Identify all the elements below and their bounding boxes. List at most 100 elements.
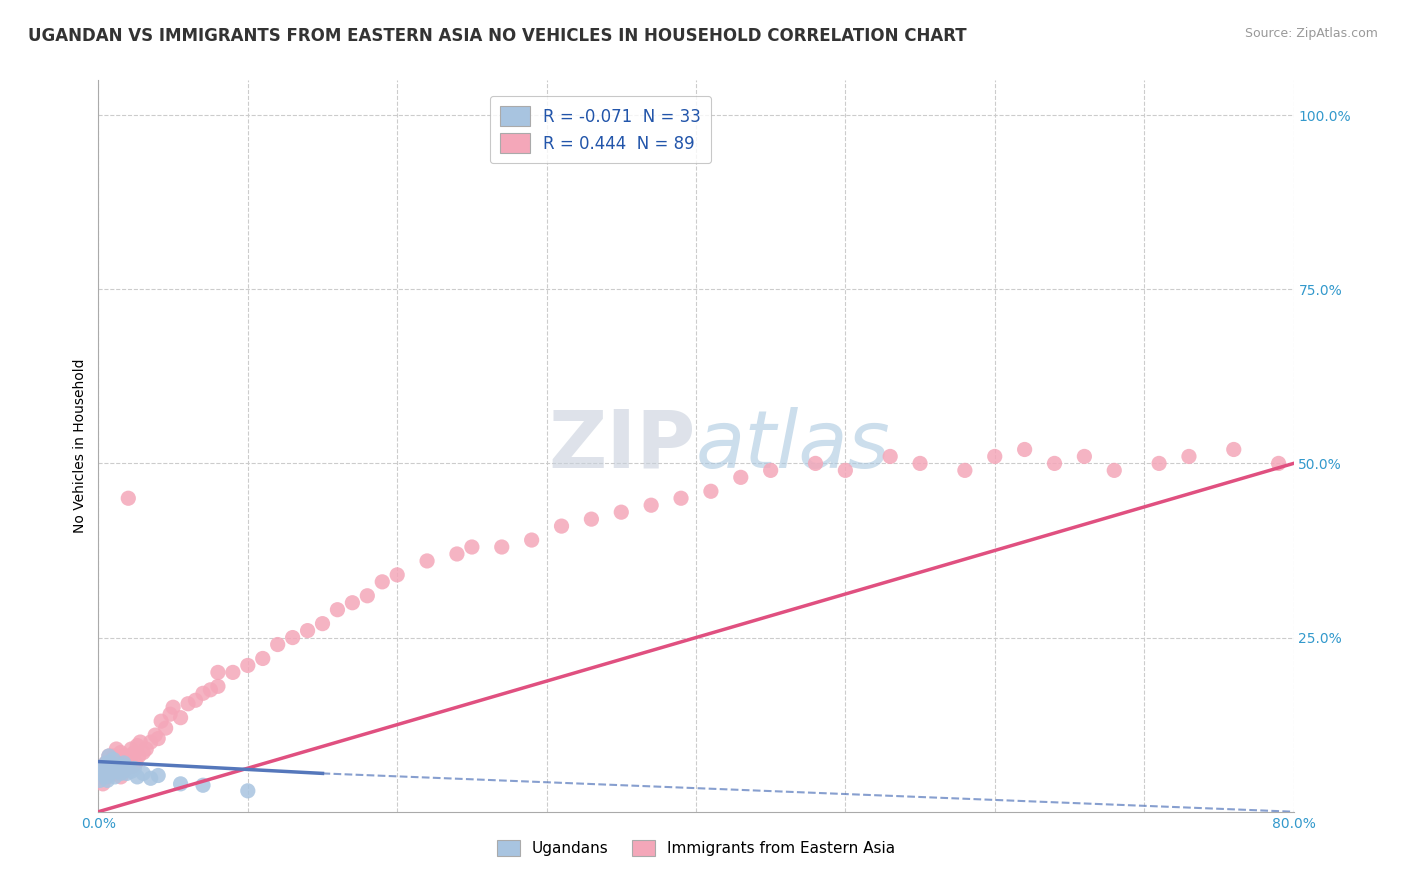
Point: [114, 763, 136, 777]
Point: [128, 749, 150, 764]
Point: [150, 714, 173, 728]
Point: [908, 457, 931, 471]
Point: [143, 728, 166, 742]
Point: [834, 463, 856, 477]
Point: [416, 554, 439, 568]
Point: [96, 770, 118, 784]
Point: [105, 756, 128, 770]
Point: [200, 682, 222, 697]
Point: [669, 491, 692, 506]
Point: [700, 484, 723, 499]
Point: [155, 721, 177, 735]
Point: [132, 766, 155, 780]
Point: [104, 770, 127, 784]
Point: [1178, 450, 1201, 464]
Point: [96, 773, 118, 788]
Point: [191, 686, 214, 700]
Point: [117, 749, 139, 764]
Point: [1014, 442, 1036, 457]
Point: [115, 756, 138, 770]
Point: [342, 596, 364, 610]
Point: [1073, 450, 1095, 464]
Point: [101, 763, 124, 777]
Point: [111, 759, 134, 773]
Point: [107, 763, 129, 777]
Point: [132, 746, 155, 760]
Point: [98, 766, 122, 780]
Point: [115, 766, 138, 780]
Point: [97, 763, 120, 777]
Point: [139, 772, 162, 786]
Point: [127, 770, 149, 784]
Point: [98, 756, 122, 770]
Point: [984, 450, 1007, 464]
Point: [112, 749, 135, 764]
Point: [162, 700, 184, 714]
Point: [120, 742, 142, 756]
Point: [177, 697, 200, 711]
Point: [104, 766, 127, 780]
Point: [191, 778, 214, 792]
Point: [114, 759, 136, 773]
Point: [953, 463, 976, 477]
Point: [879, 450, 901, 464]
Point: [640, 498, 662, 512]
Point: [117, 763, 139, 777]
Point: [121, 759, 143, 773]
Point: [491, 540, 513, 554]
Point: [98, 766, 122, 780]
Point: [385, 567, 409, 582]
Point: [169, 777, 191, 791]
Point: [129, 735, 152, 749]
Point: [105, 742, 128, 756]
Point: [207, 665, 229, 680]
Point: [97, 749, 120, 764]
Point: [139, 735, 162, 749]
Point: [101, 759, 124, 773]
Point: [148, 731, 170, 746]
Point: [103, 752, 125, 766]
Point: [759, 463, 782, 477]
Point: [120, 764, 142, 779]
Point: [1267, 457, 1289, 471]
Point: [222, 665, 245, 680]
Legend: Ugandans, Immigrants from Eastern Asia: Ugandans, Immigrants from Eastern Asia: [491, 834, 901, 863]
Point: [94, 756, 117, 770]
Point: [111, 763, 134, 777]
Point: [108, 752, 131, 766]
Point: [97, 759, 120, 773]
Point: [90, 770, 112, 784]
Text: Source: ZipAtlas.com: Source: ZipAtlas.com: [1244, 27, 1378, 40]
Point: [127, 739, 149, 753]
Point: [371, 574, 394, 589]
Point: [89, 773, 111, 788]
Point: [124, 746, 146, 760]
Point: [610, 505, 633, 519]
Point: [91, 777, 114, 791]
Point: [236, 658, 259, 673]
Point: [112, 756, 135, 770]
Y-axis label: No Vehicles in Household: No Vehicles in Household: [73, 359, 87, 533]
Point: [1223, 442, 1246, 457]
Point: [97, 749, 120, 764]
Text: ZIP: ZIP: [548, 407, 696, 485]
Point: [326, 603, 349, 617]
Point: [105, 759, 128, 773]
Point: [169, 711, 191, 725]
Point: [124, 762, 146, 776]
Point: [108, 757, 131, 772]
Point: [281, 631, 304, 645]
Point: [103, 763, 125, 777]
Point: [1043, 457, 1066, 471]
Point: [107, 764, 129, 779]
Point: [1147, 457, 1170, 471]
Point: [356, 589, 378, 603]
Point: [446, 547, 468, 561]
Point: [110, 766, 132, 780]
Point: [148, 768, 170, 782]
Point: [98, 756, 122, 770]
Point: [94, 770, 117, 784]
Point: [94, 766, 117, 780]
Point: [581, 512, 603, 526]
Point: [103, 749, 125, 764]
